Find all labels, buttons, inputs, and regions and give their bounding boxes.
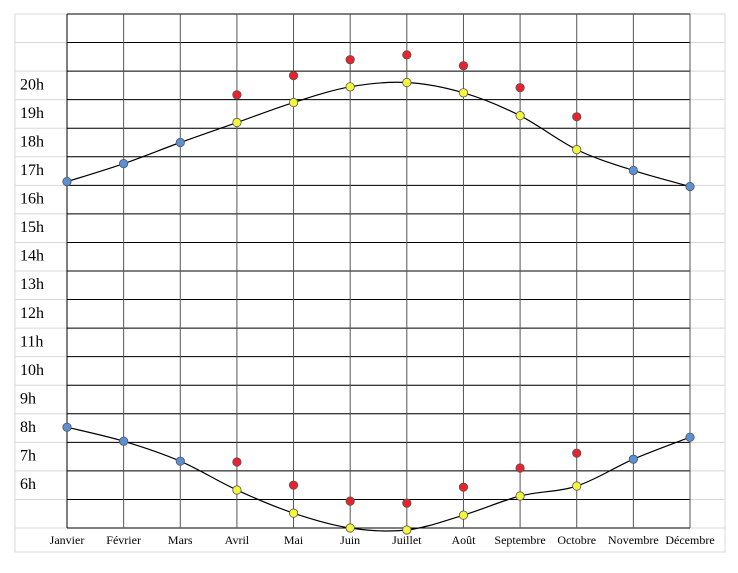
y-tick-label: 17h [20, 162, 44, 179]
y-tick-label: 11h [20, 333, 43, 350]
point [402, 77, 412, 88]
y-tick-label: 20h [20, 76, 44, 93]
y-tick-label: 10h [20, 362, 44, 379]
point [572, 112, 582, 122]
point [62, 422, 72, 432]
point [458, 510, 469, 520]
point [288, 480, 299, 490]
point [685, 432, 695, 442]
point [62, 177, 72, 187]
x-tick-label: Juin [340, 533, 360, 547]
x-tick-label: Novembre [608, 533, 659, 547]
point [685, 181, 695, 192]
point [458, 88, 469, 98]
point [288, 97, 299, 108]
point [232, 117, 242, 128]
point [345, 496, 355, 506]
point [572, 145, 582, 155]
y-tick-label: 14h [20, 248, 44, 265]
y-tick-label: 12h [20, 305, 44, 322]
x-tick-label: Août [451, 533, 476, 547]
point [345, 523, 355, 533]
point [402, 50, 412, 60]
x-tick-label: Décembre [665, 533, 714, 547]
curve [66, 426, 691, 532]
x-tick-label: Février [106, 533, 141, 547]
y-tick-label: 7h [20, 448, 36, 465]
x-tick-label: Juillet [392, 533, 422, 547]
y-tick-label: 8h [20, 419, 36, 436]
x-tick-label: Janvier [50, 533, 85, 547]
point [515, 463, 525, 473]
y-tick-label: 18h [20, 133, 44, 150]
point [232, 485, 242, 495]
point [232, 457, 242, 467]
point [458, 61, 469, 71]
point [288, 71, 299, 81]
point [628, 454, 638, 464]
y-tick-label: 19h [20, 105, 44, 122]
point [175, 137, 185, 148]
x-tick-label: Mai [284, 533, 304, 547]
point [288, 508, 299, 518]
y-tick-label: 16h [20, 191, 44, 208]
y-tick-label: 6h [20, 476, 36, 493]
curve [66, 81, 691, 188]
x-tick-label: Mars [168, 533, 193, 547]
point [119, 436, 129, 446]
y-tick-label: 15h [20, 219, 44, 236]
point [628, 165, 638, 176]
point [175, 456, 185, 466]
point [515, 491, 525, 501]
point [402, 498, 412, 508]
point [572, 448, 582, 458]
point [345, 55, 355, 65]
point [572, 481, 582, 491]
point [345, 82, 355, 92]
y-tick-label: 13h [20, 276, 44, 293]
point [402, 525, 412, 535]
point [458, 482, 469, 492]
x-tick-label: Avril [225, 533, 250, 547]
x-tick-label: Octobre [557, 533, 596, 547]
x-tick-label: Septembre [494, 533, 545, 547]
point [119, 159, 129, 169]
point [232, 90, 242, 100]
y-tick-label: 9h [20, 390, 36, 407]
point [515, 83, 525, 93]
point [515, 111, 525, 121]
